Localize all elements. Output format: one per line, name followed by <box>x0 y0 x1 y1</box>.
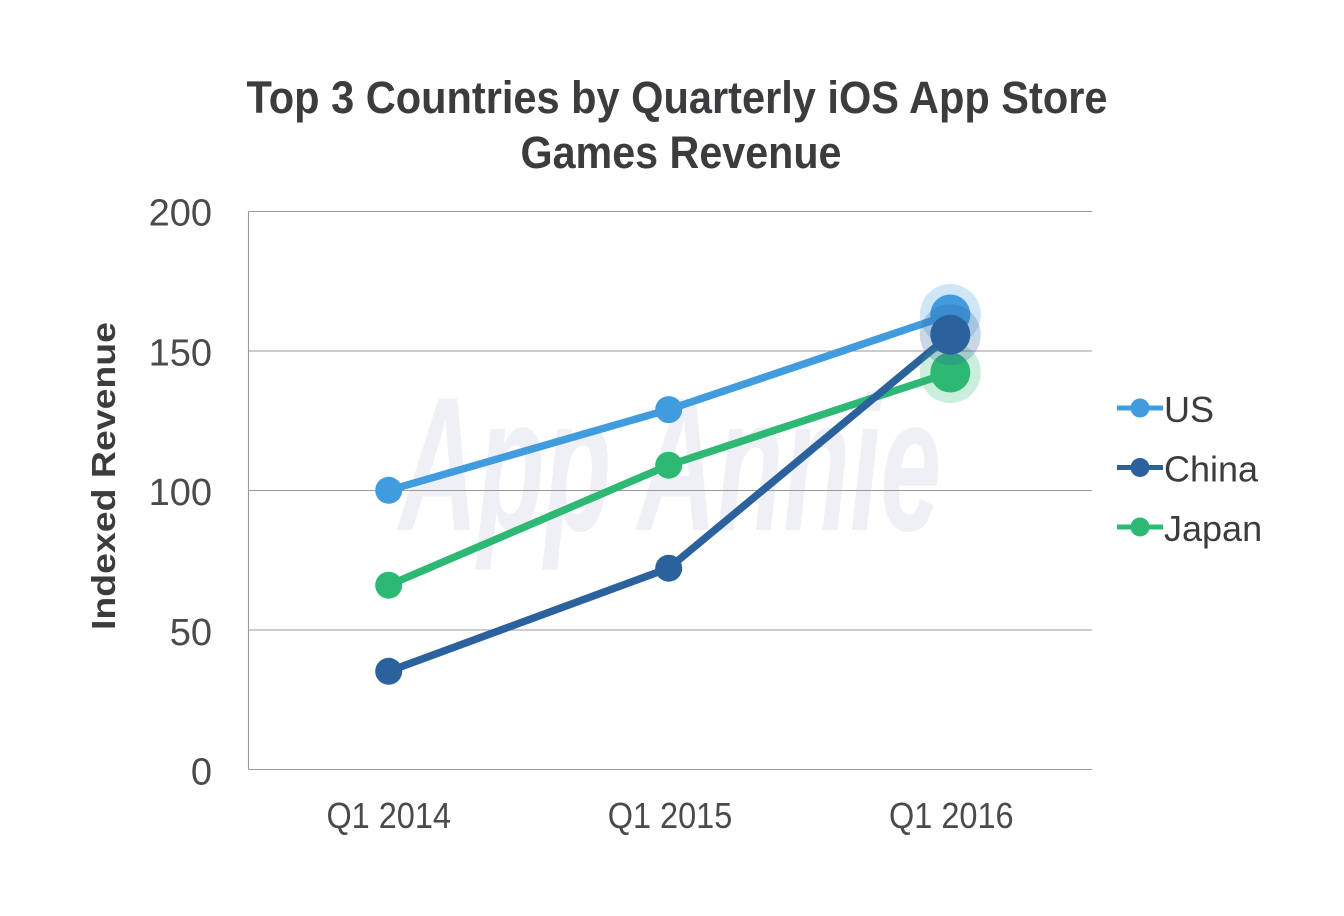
svg-text:Q1 2014: Q1 2014 <box>326 795 451 836</box>
svg-text:200: 200 <box>149 193 212 235</box>
svg-text:0: 0 <box>191 752 212 794</box>
svg-text:Japan: Japan <box>1164 508 1262 549</box>
svg-text:Q1 2015: Q1 2015 <box>608 795 733 836</box>
svg-text:Q1 2016: Q1 2016 <box>889 795 1014 836</box>
svg-text:150: 150 <box>149 332 212 374</box>
svg-text:US: US <box>1164 389 1214 430</box>
svg-text:100: 100 <box>149 472 212 514</box>
svg-text:Top 3 Countries by Quarterly i: Top 3 Countries by Quarterly iOS App Sto… <box>247 72 1108 123</box>
svg-text:Indexed Revenue: Indexed Revenue <box>85 322 122 630</box>
svg-text:China: China <box>1164 449 1259 490</box>
svg-text:50: 50 <box>170 612 212 654</box>
svg-text:Games Revenue: Games Revenue <box>521 127 842 178</box>
